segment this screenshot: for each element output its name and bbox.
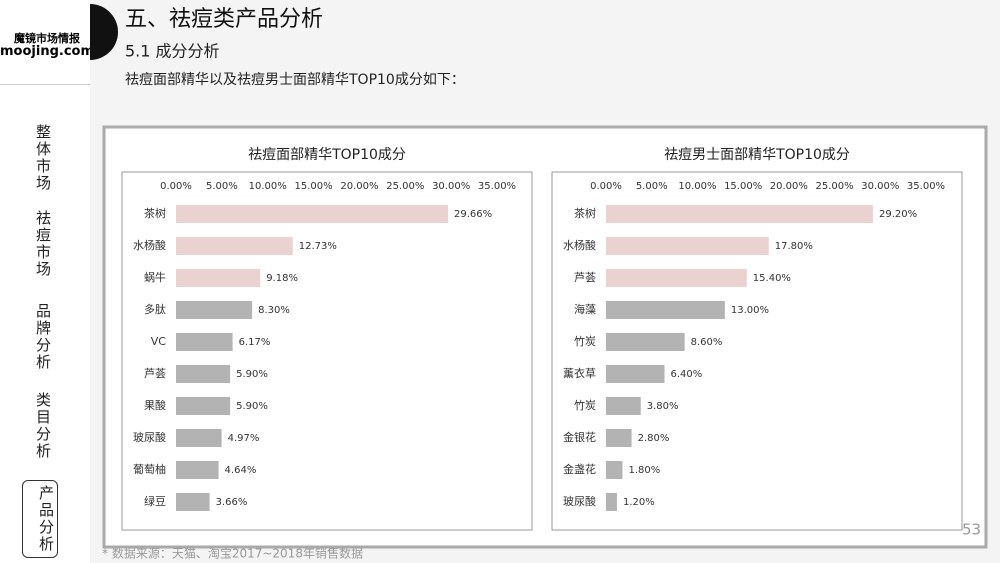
category-label: 玻尿酸 bbox=[563, 494, 596, 508]
category-label: 竹炭 bbox=[574, 334, 596, 348]
value-label: 15.40% bbox=[753, 273, 791, 284]
category-label: 芦荟 bbox=[144, 366, 166, 380]
x-tick-label: 0.00% bbox=[590, 181, 622, 192]
x-tick-label: 35.00% bbox=[907, 181, 945, 192]
nav-item[interactable]: 整体市场 bbox=[34, 124, 52, 192]
bar bbox=[176, 429, 222, 447]
logo-site: moojing.com bbox=[0, 44, 95, 59]
value-label: 12.73% bbox=[299, 241, 337, 252]
bar bbox=[176, 493, 210, 511]
x-tick-label: 20.00% bbox=[340, 181, 378, 192]
bar bbox=[176, 301, 253, 319]
value-label: 4.64% bbox=[225, 465, 257, 476]
x-tick-label: 35.00% bbox=[478, 181, 516, 192]
bar bbox=[606, 301, 725, 319]
category-label: 金银花 bbox=[563, 430, 596, 444]
value-label: 6.40% bbox=[671, 369, 703, 380]
value-label: 8.60% bbox=[691, 337, 723, 348]
x-tick-label: 25.00% bbox=[816, 181, 854, 192]
bar bbox=[606, 333, 685, 351]
bar bbox=[606, 237, 769, 255]
x-tick-label: 15.00% bbox=[724, 181, 762, 192]
bar bbox=[606, 493, 617, 511]
category-label: 竹炭 bbox=[574, 398, 596, 412]
category-label: 水杨酸 bbox=[133, 238, 166, 252]
x-tick-label: 10.00% bbox=[678, 181, 716, 192]
page-number: 53 bbox=[962, 521, 981, 539]
value-label: 5.90% bbox=[236, 369, 268, 380]
value-label: 17.80% bbox=[775, 241, 813, 252]
nav-item[interactable]: 品牌分析 bbox=[34, 303, 52, 371]
value-label: 1.20% bbox=[623, 497, 655, 508]
value-label: 8.30% bbox=[258, 305, 290, 316]
category-label: 茶树 bbox=[574, 206, 596, 220]
bar bbox=[606, 429, 632, 447]
logo-name: 魔镜市场情报 bbox=[14, 32, 80, 45]
value-label: 2.80% bbox=[638, 433, 670, 444]
value-label: 6.17% bbox=[239, 337, 271, 348]
category-label: 芦荟 bbox=[574, 270, 596, 284]
bar bbox=[606, 269, 747, 287]
value-label: 3.66% bbox=[216, 497, 248, 508]
logo-shape bbox=[90, 4, 118, 60]
bar bbox=[176, 397, 231, 415]
chart-title: 祛痘男士面部精华TOP10成分 bbox=[664, 147, 850, 163]
value-label: 9.18% bbox=[266, 273, 298, 284]
nav-item-active[interactable]: 产品分析 bbox=[22, 480, 58, 558]
category-label: 果酸 bbox=[144, 398, 166, 412]
x-tick-label: 25.00% bbox=[386, 181, 424, 192]
category-label: VC bbox=[151, 335, 167, 348]
value-label: 5.90% bbox=[236, 401, 268, 412]
value-label: 3.80% bbox=[647, 401, 679, 412]
category-label: 金盏花 bbox=[563, 462, 596, 476]
divider bbox=[0, 84, 90, 85]
x-tick-label: 30.00% bbox=[432, 181, 470, 192]
bar bbox=[176, 205, 449, 223]
intro: 祛痘面部精华以及祛痘男士面部精华TOP10成分如下： bbox=[125, 72, 465, 88]
value-label: 29.20% bbox=[879, 209, 917, 220]
category-label: 海藻 bbox=[574, 302, 596, 316]
category-label: 水杨酸 bbox=[563, 238, 596, 252]
bar bbox=[176, 237, 293, 255]
bar bbox=[176, 461, 219, 479]
bar bbox=[606, 365, 665, 383]
category-label: 玻尿酸 bbox=[133, 430, 166, 444]
bar bbox=[606, 205, 873, 223]
bar bbox=[176, 269, 261, 287]
x-tick-label: 20.00% bbox=[770, 181, 808, 192]
value-label: 29.66% bbox=[454, 209, 492, 220]
nav-item[interactable]: 类目分析 bbox=[34, 392, 52, 460]
bar bbox=[176, 333, 233, 351]
x-tick-label: 30.00% bbox=[861, 181, 899, 192]
sidebar: 魔镜市场情报 moojing.com 整体市场 祛痘市场 品牌分析 类目分析 产… bbox=[0, 0, 95, 563]
category-label: 葡萄柚 bbox=[133, 462, 166, 476]
x-tick-label: 15.00% bbox=[295, 181, 333, 192]
value-label: 1.80% bbox=[628, 465, 660, 476]
category-label: 绿豆 bbox=[144, 494, 166, 508]
x-tick-label: 10.00% bbox=[249, 181, 287, 192]
category-label: 茶树 bbox=[144, 206, 166, 220]
value-label: 4.97% bbox=[228, 433, 260, 444]
source: * 数据来源：天猫、淘宝2017~2018年销售数据 bbox=[102, 546, 363, 561]
category-label: 多肽 bbox=[144, 302, 166, 316]
value-label: 13.00% bbox=[731, 305, 769, 316]
category-label: 薰衣草 bbox=[563, 366, 596, 380]
category-label: 蜗牛 bbox=[144, 270, 166, 284]
x-tick-label: 5.00% bbox=[206, 181, 238, 192]
title: 五、祛痘类产品分析 bbox=[125, 7, 323, 32]
bar bbox=[606, 397, 641, 415]
x-tick-label: 0.00% bbox=[160, 181, 192, 192]
x-tick-label: 5.00% bbox=[636, 181, 668, 192]
section: 5.1 成分分析 bbox=[125, 42, 220, 61]
chart-title: 祛痘面部精华TOP10成分 bbox=[248, 147, 406, 163]
bar bbox=[176, 365, 231, 383]
nav-item[interactable]: 祛痘市场 bbox=[34, 210, 52, 278]
bar bbox=[606, 461, 623, 479]
